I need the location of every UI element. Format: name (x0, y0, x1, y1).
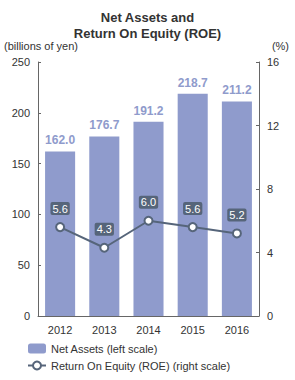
svg-text:2015: 2015 (180, 324, 204, 336)
svg-text:250: 250 (12, 56, 30, 68)
svg-text:Return On Equity (ROE): Return On Equity (ROE) (74, 26, 221, 41)
svg-text:6.0: 6.0 (141, 196, 156, 208)
svg-text:176.7: 176.7 (89, 118, 119, 132)
svg-text:5.6: 5.6 (52, 203, 67, 215)
svg-text:(billions of yen): (billions of yen) (4, 40, 78, 52)
svg-text:200: 200 (12, 107, 30, 119)
svg-text:Return On Equity (ROE) (right: Return On Equity (ROE) (right scale) (51, 360, 230, 372)
svg-text:150: 150 (12, 158, 30, 170)
svg-text:4.3: 4.3 (97, 223, 112, 235)
svg-text:Net Assets and: Net Assets and (101, 10, 194, 25)
svg-text:100: 100 (12, 208, 30, 220)
svg-text:12: 12 (267, 120, 279, 132)
svg-text:Net Assets (left scale): Net Assets (left scale) (51, 343, 157, 355)
svg-text:162.0: 162.0 (45, 133, 75, 147)
svg-text:5.2: 5.2 (229, 209, 244, 221)
svg-text:16: 16 (267, 56, 279, 68)
svg-text:2012: 2012 (48, 324, 72, 336)
svg-text:211.2: 211.2 (222, 83, 252, 97)
svg-text:218.7: 218.7 (178, 76, 208, 90)
svg-text:2014: 2014 (136, 324, 160, 336)
svg-text:(%): (%) (272, 40, 289, 52)
svg-text:5.6: 5.6 (185, 203, 200, 215)
svg-text:2013: 2013 (92, 324, 116, 336)
svg-text:0: 0 (267, 310, 273, 322)
svg-text:0: 0 (24, 310, 30, 322)
svg-text:4: 4 (267, 247, 273, 259)
svg-text:191.2: 191.2 (133, 104, 163, 118)
svg-text:50: 50 (18, 259, 30, 271)
svg-text:2016: 2016 (225, 324, 249, 336)
svg-text:8: 8 (267, 183, 273, 195)
